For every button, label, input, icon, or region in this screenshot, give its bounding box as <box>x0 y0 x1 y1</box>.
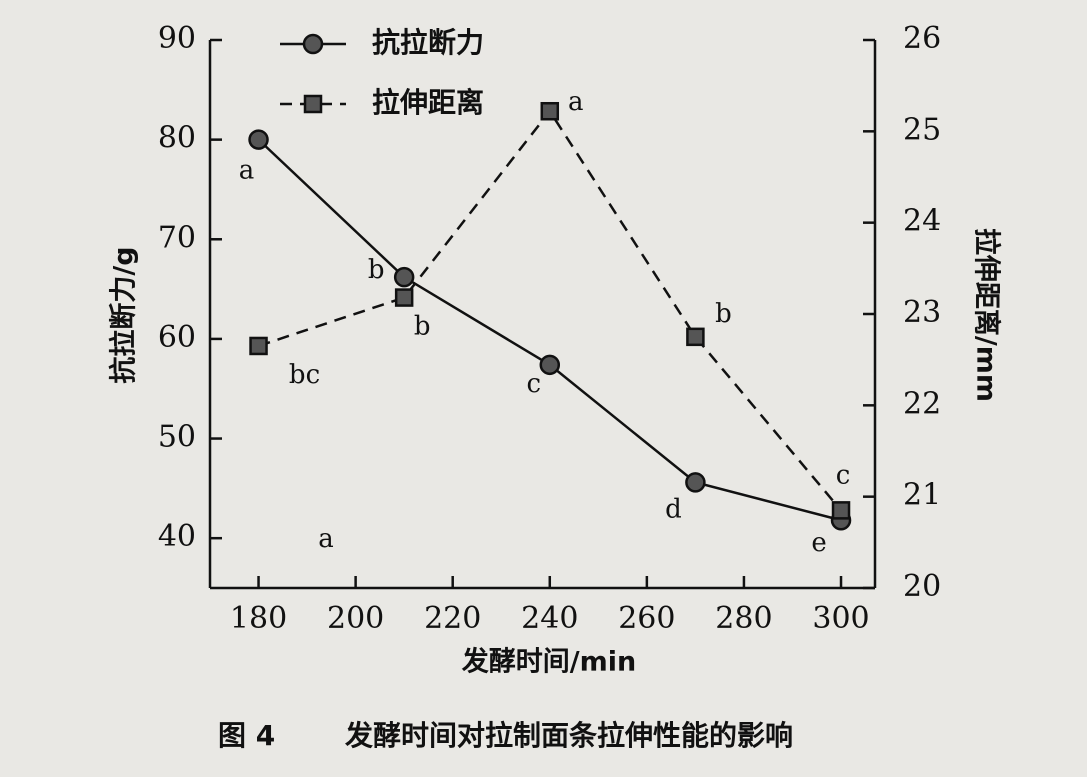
point-label: d <box>665 494 682 524</box>
point-label: e <box>811 528 826 558</box>
point-label: c <box>836 460 851 490</box>
y-tick-label: 50 <box>158 420 196 455</box>
series-line <box>258 109 842 512</box>
x-tick-label: 240 <box>521 601 578 636</box>
point-label: a <box>568 87 584 117</box>
point <box>249 336 268 356</box>
point-label: a <box>239 156 255 186</box>
point-label: bc <box>289 360 320 390</box>
x-tick-label: 180 <box>230 601 287 636</box>
point <box>686 327 705 347</box>
y-tick-label: 90 <box>158 21 196 56</box>
x-tick-label: 300 <box>812 601 869 636</box>
point <box>393 266 415 288</box>
y2-tick-label: 20 <box>903 569 941 604</box>
y2-tick-label: 23 <box>903 295 941 330</box>
x-axis-title: 发酵时间/min <box>461 646 636 678</box>
x-tick-label: 260 <box>618 601 675 636</box>
point-label: b <box>715 299 732 329</box>
y2-tick-label: 22 <box>903 386 941 421</box>
point-label: b <box>368 255 385 285</box>
legend-label: 抗拉断力 <box>372 26 484 59</box>
point-label: c <box>526 369 541 399</box>
series-line <box>257 138 842 522</box>
x-tick-label: 280 <box>715 601 772 636</box>
point <box>394 288 414 307</box>
point <box>248 129 269 150</box>
legend-label: 拉伸距离 <box>372 86 484 119</box>
y-tick-label: 70 <box>158 220 196 255</box>
y-tick-label: 40 <box>158 519 196 554</box>
legend-marker <box>302 33 324 55</box>
point <box>831 501 851 520</box>
point <box>685 472 706 493</box>
y2-tick-label: 26 <box>903 21 941 56</box>
y2-axis-title: 拉伸距离/mm <box>971 228 1003 402</box>
point-label: b <box>414 312 431 342</box>
caption: 发酵时间对拉制面条拉伸性能的影响 <box>344 719 793 752</box>
x-tick-label: 200 <box>327 601 384 636</box>
y2-tick-label: 25 <box>903 112 941 147</box>
legend-marker <box>303 94 323 114</box>
x-tick-label: 220 <box>424 601 481 636</box>
figure-label: 图 4 <box>218 719 275 752</box>
y-axis-title: 抗拉断力/g <box>108 246 140 383</box>
y2-tick-label: 21 <box>903 478 941 513</box>
y2-tick-label: 24 <box>903 204 941 239</box>
y-tick-label: 60 <box>158 320 196 355</box>
annotation: a <box>318 524 334 554</box>
point <box>539 354 561 376</box>
y-tick-label: 80 <box>158 121 196 156</box>
point <box>540 101 560 121</box>
